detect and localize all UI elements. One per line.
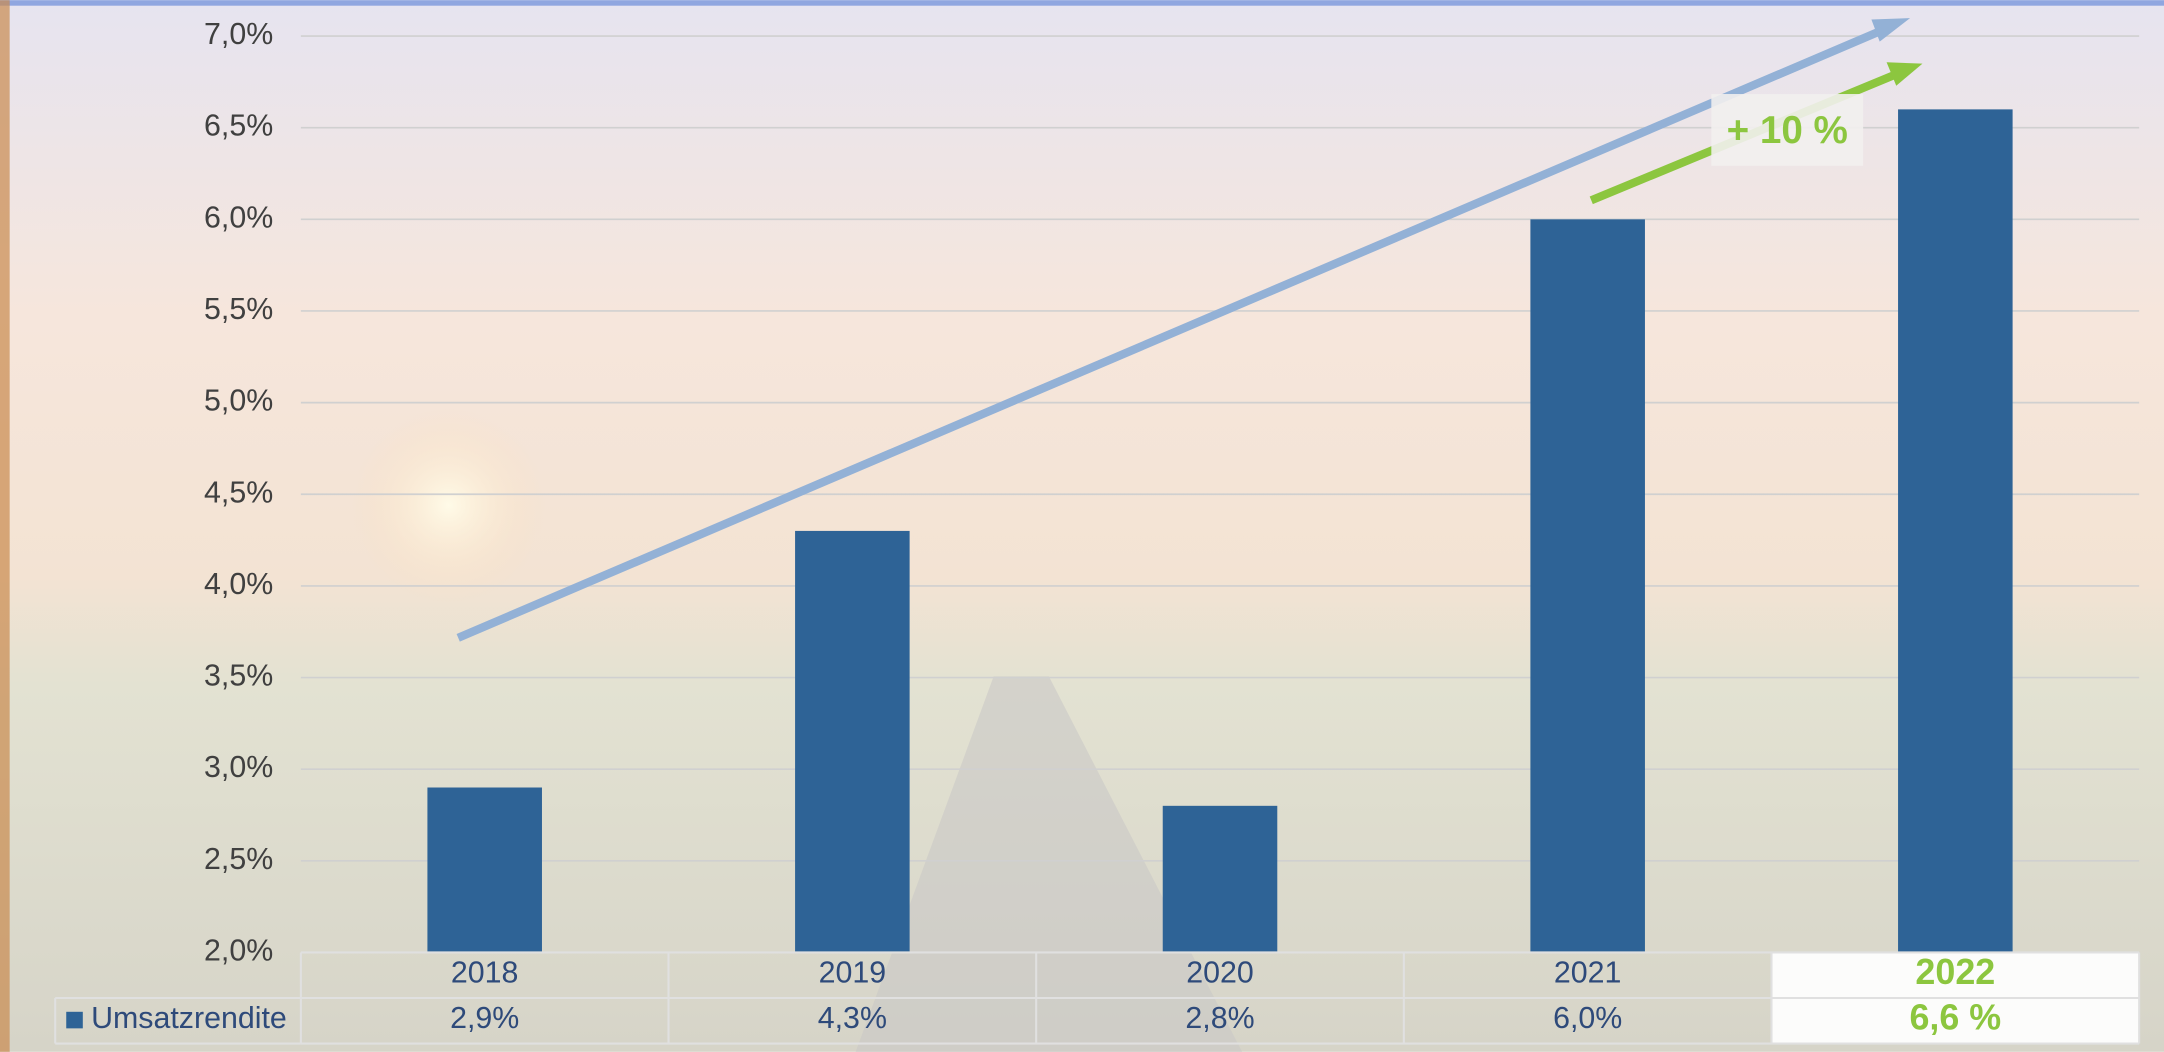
- bar: [1898, 109, 2013, 953]
- value-label: 4,3%: [818, 1002, 887, 1035]
- trend-arrow-head: [1871, 18, 1911, 42]
- annotation-box: [1711, 94, 1864, 166]
- y-tick-label: 5,5%: [204, 293, 273, 326]
- y-tick-label: 4,5%: [204, 476, 273, 509]
- x-tick-label: 2021: [1554, 957, 1622, 990]
- y-tick-label: 4,0%: [204, 568, 273, 601]
- y-tick-label: 3,0%: [204, 751, 273, 784]
- road: [855, 676, 1243, 1052]
- sun: [351, 408, 546, 602]
- y-tick-label: 2,5%: [204, 843, 273, 876]
- bar: [1162, 805, 1278, 953]
- annotation: + 10 %: [1727, 109, 1848, 152]
- legend-swatch: [66, 1011, 83, 1029]
- y-tick-label: 2,0%: [204, 934, 273, 967]
- value-label: 6,0%: [1553, 1002, 1622, 1035]
- value-label: 2,8%: [1185, 1002, 1254, 1035]
- x-tick-label: 2019: [819, 957, 887, 990]
- bar: [427, 787, 542, 953]
- y-tick-label: 7,0%: [204, 18, 273, 51]
- bar: [795, 530, 910, 953]
- x-tick-label: 2022: [1915, 952, 1995, 992]
- left-border: [0, 0, 10, 1052]
- y-tick-label: 6,5%: [204, 110, 273, 143]
- top-border: [0, 0, 2164, 6]
- data-table: Umsatzrendite 2,9% 4,3% 2,8% 6,0% 6,6 % 2018 20…: [54, 951, 2141, 1045]
- trend-arrow: [456, 23, 1890, 642]
- y-tick-label: 6,0%: [204, 201, 273, 234]
- grid: 2,0% 2,5% 3,0% 3,5% 4,0% 4,5% 5,0% 5,5% 6,0% 6,5%…: [204, 18, 2140, 967]
- value-label: 6,6 %: [1909, 998, 2001, 1038]
- x-tick-label: 2018: [451, 957, 519, 990]
- x-tick-label: 2020: [1186, 957, 1254, 990]
- bar: [1530, 219, 1645, 953]
- bars: [427, 109, 2013, 953]
- value-label: 2,9%: [450, 1002, 519, 1035]
- growth-arrow-head: [1886, 62, 1923, 86]
- y-tick-label: 5,0%: [204, 385, 273, 418]
- y-tick-label: 3,5%: [204, 660, 273, 693]
- legend-label: Umsatzrendite: [91, 1002, 287, 1035]
